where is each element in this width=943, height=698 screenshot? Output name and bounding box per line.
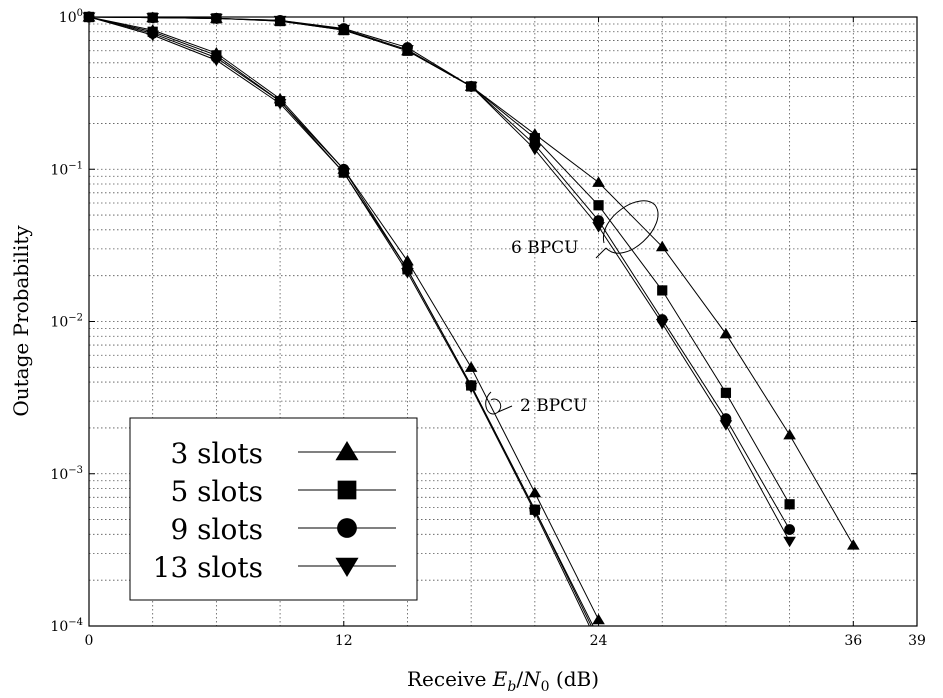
x-tick-label: 39 [908,633,926,649]
data-point-6-bpcu-3-slots [719,327,733,339]
data-point-2-bpcu-3-slots [528,486,542,498]
legend-label-3-slots: 3 slots [170,437,263,470]
data-point-6-bpcu-13-slots [464,81,478,93]
data-point-6-bpcu-13-slots [337,24,351,36]
data-point-6-bpcu-5-slots [784,499,795,510]
data-point-2-bpcu-13-slots [146,30,159,42]
annotation-6-bpcu: 6 BPCU [511,200,659,259]
data-point-6-bpcu-13-slots [528,144,542,156]
y-tick-label: 10−4 [50,617,83,635]
data-point-6-bpcu-13-slots [401,45,414,56]
data-point-2-bpcu-13-slots [528,507,542,519]
legend-marker-9-slots [337,518,357,538]
y-tick-label: 10−2 [50,313,83,331]
data-point-2-bpcu-13-slots [401,267,414,279]
legend-box [129,417,418,601]
data-point-2-bpcu-13-slots [273,99,287,110]
grid [89,17,917,626]
series-line-6-bpcu-13-slots [89,17,791,542]
legend: 3 slots 5 slots 9 slots 13 slots [129,417,418,601]
legend-label-9-slots: 9 slots [170,513,263,546]
data-point-2-bpcu-13-slots [210,55,223,67]
series-markers [82,11,860,625]
x-tick-label: 0 [85,633,94,649]
data-point-2-bpcu-3-slots [592,613,605,625]
data-point-6-bpcu-5-slots [720,387,732,398]
x-axis-title: Receive Eb/N0 (dB) [407,667,599,693]
data-point-6-bpcu-5-slots [657,285,668,296]
data-point-6-bpcu-13-slots [719,420,733,431]
legend-marker-5-slots [337,480,357,500]
data-point-6-bpcu-13-slots [783,536,796,548]
legend-marker-13-slots [335,557,359,577]
axis-ticks: 0 12 24 36 39 100 10−1 10−2 10−3 10−4 [50,8,925,649]
data-point-2-bpcu-13-slots [464,382,478,394]
data-point-6-bpcu-3-slots [592,176,605,187]
annotation-6-bpcu-label: 6 BPCU [511,238,579,258]
data-point-6-bpcu-3-slots [655,240,669,252]
data-point-6-bpcu-3-slots [847,539,860,550]
data-point-6-bpcu-3-slots [783,428,796,440]
y-axis-title: Outage Probability [9,225,33,417]
data-point-2-bpcu-13-slots [337,168,351,179]
data-point-2-bpcu-3-slots [401,254,414,266]
data-point-6-bpcu-5-slots [593,200,604,211]
annotation-6-bpcu-loop [595,200,659,259]
data-point-6-bpcu-5-slots [529,133,540,144]
annotation-2-bpcu-label: 2 BPCU [520,396,588,416]
data-point-6-bpcu-9-slots [784,524,796,535]
legend-label-5-slots: 5 slots [170,475,263,508]
annotation-2-bpcu: 2 BPCU [485,391,588,416]
x-tick-label: 36 [844,633,862,649]
x-tick-label: 12 [335,633,353,649]
y-tick-label: 10−3 [50,465,83,483]
y-tick-label: 100 [59,8,83,26]
annotation-2-bpcu-loop [485,391,513,415]
legend-samples [298,441,396,577]
data-point-6-bpcu-13-slots [592,222,605,233]
data-point-6-bpcu-13-slots [655,319,669,330]
legend-label-13-slots: 13 slots [153,551,263,584]
y-tick-label: 10−1 [50,160,83,178]
data-point-6-bpcu-13-slots [273,15,287,27]
x-tick-label: 24 [590,633,608,649]
data-point-2-bpcu-3-slots [464,361,478,372]
data-point-6-bpcu-13-slots [146,13,159,24]
legend-marker-3-slots [335,441,359,461]
